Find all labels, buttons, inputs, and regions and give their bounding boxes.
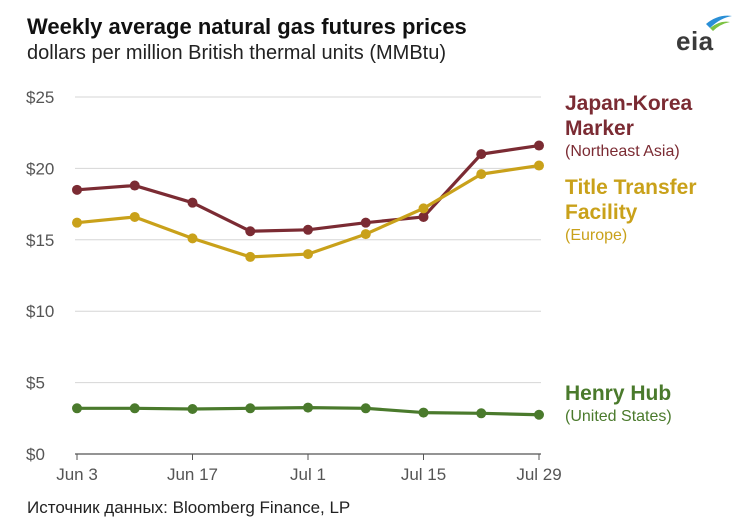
data-point xyxy=(476,149,487,160)
data-point xyxy=(72,217,82,228)
series-label: Japan-Korea xyxy=(565,92,693,115)
data-point xyxy=(72,403,82,414)
data-point xyxy=(72,184,82,195)
data-point xyxy=(245,226,256,237)
data-point xyxy=(303,249,313,260)
series-label: Facility xyxy=(565,201,638,224)
data-point xyxy=(129,211,140,222)
series-label: Marker xyxy=(565,117,634,140)
series-line xyxy=(76,143,540,233)
data-point xyxy=(303,224,313,235)
y-tick-label: $0 xyxy=(26,445,45,464)
series-region-label: (Europe) xyxy=(565,227,627,244)
y-tick-label: $15 xyxy=(26,231,54,250)
logo-swoosh-icon xyxy=(706,15,732,31)
data-point xyxy=(534,409,544,420)
y-tick-label: $10 xyxy=(26,302,54,321)
data-point xyxy=(476,408,487,419)
x-tick-label: Jul 1 xyxy=(290,465,326,484)
data-point xyxy=(187,233,198,244)
data-point xyxy=(360,217,371,228)
data-point xyxy=(187,197,198,208)
data-point xyxy=(476,169,487,180)
x-tick-label: Jul 29 xyxy=(516,465,561,484)
data-point xyxy=(360,229,371,240)
y-tick-label: $5 xyxy=(26,374,45,393)
x-tick-label: Jul 15 xyxy=(401,465,446,484)
x-tick-label: Jun 3 xyxy=(56,465,98,484)
data-point xyxy=(418,211,429,222)
data-point xyxy=(129,403,140,414)
logo-text: eia xyxy=(676,26,714,56)
series-label: Title Transfer xyxy=(565,176,697,199)
y-tick-label: $25 xyxy=(26,88,54,107)
data-point xyxy=(303,402,313,413)
y-tick-label: $20 xyxy=(26,159,54,178)
chart-title: Weekly average natural gas futures price… xyxy=(27,14,467,39)
source-note: Источник данных: Bloomberg Finance, LP xyxy=(27,498,351,517)
data-point xyxy=(360,403,371,414)
data-point xyxy=(187,404,198,415)
data-point xyxy=(245,403,256,414)
data-point xyxy=(534,160,544,171)
series-line xyxy=(76,163,540,259)
series-label: Henry Hub xyxy=(565,382,671,405)
eia-logo: eia xyxy=(666,14,736,58)
data-point xyxy=(534,140,544,151)
x-tick-label: Jun 17 xyxy=(167,465,218,484)
data-point xyxy=(245,251,256,262)
data-point xyxy=(418,203,429,214)
chart-subtitle: dollars per million British thermal unit… xyxy=(27,42,447,64)
series-region-label: (United States) xyxy=(565,408,672,425)
data-point xyxy=(418,407,429,418)
series-region-label: (Northeast Asia) xyxy=(565,143,680,160)
data-point xyxy=(129,180,140,191)
